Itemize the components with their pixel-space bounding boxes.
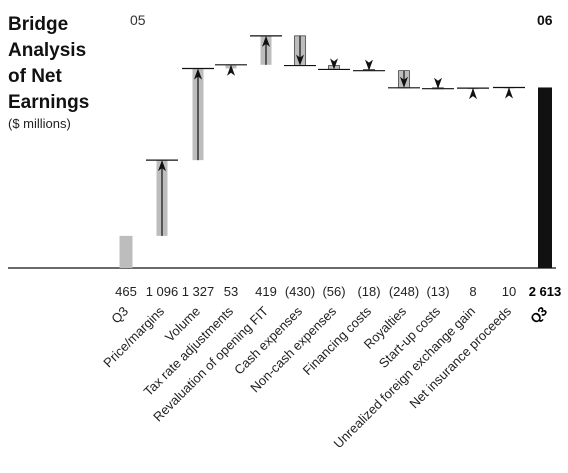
value-label: 419 [255,284,277,299]
arrow-down-icon [296,54,304,66]
value-label: (430) [285,284,315,299]
value-label: 465 [115,284,137,299]
year-label-end: 06 [537,12,553,28]
title-line-1: Bridge [8,14,69,35]
value-label: 1 096 [146,284,179,299]
arrow-up-icon [262,35,270,47]
value-label: 2 613 [529,284,562,299]
value-label: 8 [469,284,476,299]
title-line-3: of Net [8,66,62,87]
arrow-up-icon [227,64,235,76]
value-label: (56) [322,284,345,299]
arrow-up-icon [194,68,202,80]
year-label-start: 05 [130,12,146,28]
category-label: Q3 [527,304,550,327]
value-label: 53 [224,284,238,299]
start-total-bar [119,235,133,268]
end-total-bar [538,87,552,268]
chart-subtitle: ($ millions) [8,116,71,131]
value-label: (248) [389,284,419,299]
arrow-up-icon [158,160,166,172]
value-label: (13) [426,284,449,299]
arrow-down-icon [365,59,373,71]
arrow-down-icon [330,58,338,70]
chart-title: Bridge Analysis of Net Earnings [8,12,89,116]
arrow-up-icon [469,88,477,100]
value-label: 1 327 [182,284,215,299]
arrow-up-icon [505,87,513,99]
value-label: (18) [357,284,380,299]
value-label: 10 [502,284,516,299]
title-line-2: Analysis [8,40,87,61]
category-label: Q3 [108,304,131,327]
title-line-4: Earnings [8,92,90,113]
arrow-down-icon [400,76,408,88]
arrow-down-icon [434,77,442,89]
